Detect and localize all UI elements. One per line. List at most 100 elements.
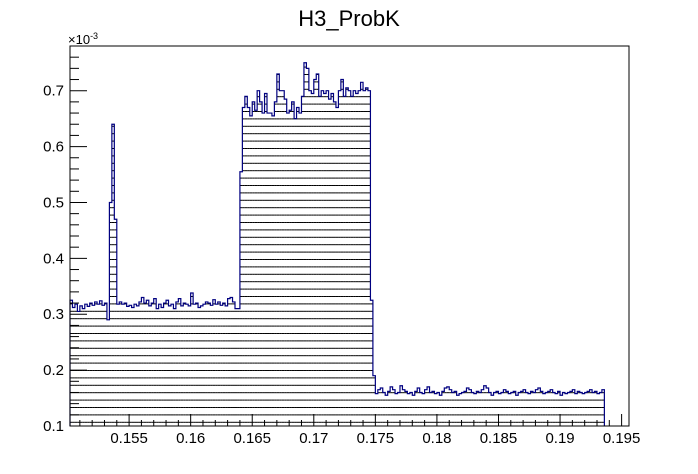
histogram-bin	[111, 124, 115, 426]
x-tick-label: 0.16	[176, 430, 205, 447]
histogram-bin	[488, 392, 492, 426]
histogram-bin	[269, 113, 272, 426]
histogram-bin	[508, 393, 511, 426]
histogram-bin	[79, 305, 83, 426]
histogram-bin	[589, 389, 593, 426]
histogram-bin	[431, 391, 435, 426]
histogram-bin	[582, 393, 585, 426]
histogram-bin	[417, 388, 420, 426]
histogram-bin	[395, 393, 398, 426]
histogram-bin	[380, 388, 383, 426]
histogram-bin	[333, 101, 336, 426]
histogram-bin	[148, 305, 152, 426]
histogram-bin	[163, 303, 167, 426]
histogram-bin	[404, 391, 408, 426]
histogram-bin	[412, 395, 415, 426]
histogram-bin	[303, 62, 307, 426]
histogram-bin	[385, 395, 388, 426]
histogram-bin	[390, 386, 393, 426]
histogram-bin	[225, 305, 228, 426]
histogram-bin	[185, 304, 189, 426]
histogram-bin	[114, 219, 117, 426]
histogram-bin	[587, 391, 590, 426]
histogram-bin	[89, 303, 93, 426]
histogram-bin	[577, 391, 580, 426]
histogram-bin	[532, 392, 536, 426]
histogram-bin	[175, 301, 179, 426]
histogram-bin	[190, 293, 194, 426]
histogram-bin	[141, 297, 144, 426]
histogram-bin	[257, 90, 260, 427]
histogram-bin	[200, 305, 203, 426]
histogram-bin	[299, 113, 302, 426]
histogram-bin	[129, 305, 132, 426]
histogram-bin	[523, 389, 526, 426]
histogram-bin	[276, 73, 280, 427]
histogram-bin	[158, 304, 162, 426]
histogram-bin	[215, 304, 218, 426]
histogram-bin	[569, 391, 573, 426]
histogram-bin	[464, 391, 467, 426]
y-tick-label: 0.1	[43, 418, 64, 435]
histogram-bin	[592, 392, 595, 426]
histogram-bin	[550, 389, 553, 426]
x-tick-label: 0.18	[422, 430, 451, 447]
histogram-outline	[69, 62, 605, 426]
chart-title: H3_ProbK	[298, 6, 400, 31]
y-axis-multiplier: ×10-3	[68, 31, 98, 47]
histogram-bin	[249, 115, 253, 427]
histogram-bin	[161, 307, 164, 426]
histogram-bin	[503, 389, 506, 426]
histogram-bin	[372, 375, 376, 426]
histogram-bin	[476, 391, 479, 426]
y-axis: 0.1 0.2 0.3 0.4 0.5 0.6 0.7	[43, 45, 87, 435]
y-tick-label: 0.3	[43, 306, 64, 323]
histogram-bin	[227, 298, 231, 426]
histogram-bin	[331, 93, 334, 426]
histogram-bin	[427, 386, 430, 426]
histogram-bin	[596, 393, 600, 426]
histogram-bin	[441, 391, 445, 426]
histogram-bin	[542, 393, 546, 426]
histogram-bin	[355, 93, 359, 426]
histogram-bin	[456, 395, 460, 426]
histogram-bin	[77, 311, 80, 426]
histogram-bin	[505, 391, 509, 426]
histogram-bin	[422, 393, 425, 426]
histogram-bin	[540, 391, 543, 426]
histogram-bin	[254, 110, 258, 426]
histogram-bin	[340, 79, 344, 426]
histogram-bin	[520, 391, 524, 426]
histogram-bin	[387, 391, 391, 426]
histogram-bin	[434, 393, 437, 426]
histogram-bin	[102, 305, 105, 426]
histogram-bin	[468, 389, 472, 426]
histogram-bin	[471, 392, 474, 426]
histogram-bin	[360, 82, 364, 426]
histogram-bin	[555, 393, 558, 426]
x-tick-label: 0.185	[480, 430, 518, 447]
histogram-bin	[281, 90, 285, 427]
histogram-bin	[584, 392, 588, 426]
histogram-bin	[286, 113, 290, 426]
histogram-bin	[572, 389, 575, 426]
x-tick-label: 0.17	[299, 430, 328, 447]
y-tick-label: 0.2	[43, 362, 64, 379]
histogram-bin	[313, 79, 317, 426]
histogram-bin	[343, 96, 346, 426]
histogram-bin	[84, 304, 88, 426]
histogram-bin	[82, 308, 85, 426]
x-tick-label: 0.195	[603, 430, 641, 447]
histogram-bin	[294, 118, 297, 426]
histogram-bin	[131, 307, 135, 426]
y-tick-label: 0.4	[43, 250, 64, 267]
histogram-bin	[99, 300, 103, 426]
histogram-bin	[552, 392, 556, 426]
histogram-bin	[284, 99, 287, 427]
histogram-bin	[491, 395, 494, 426]
histogram-bin	[126, 306, 130, 426]
histogram-bin	[183, 303, 186, 426]
histogram-bin	[321, 90, 324, 427]
histogram-bin	[397, 392, 400, 426]
